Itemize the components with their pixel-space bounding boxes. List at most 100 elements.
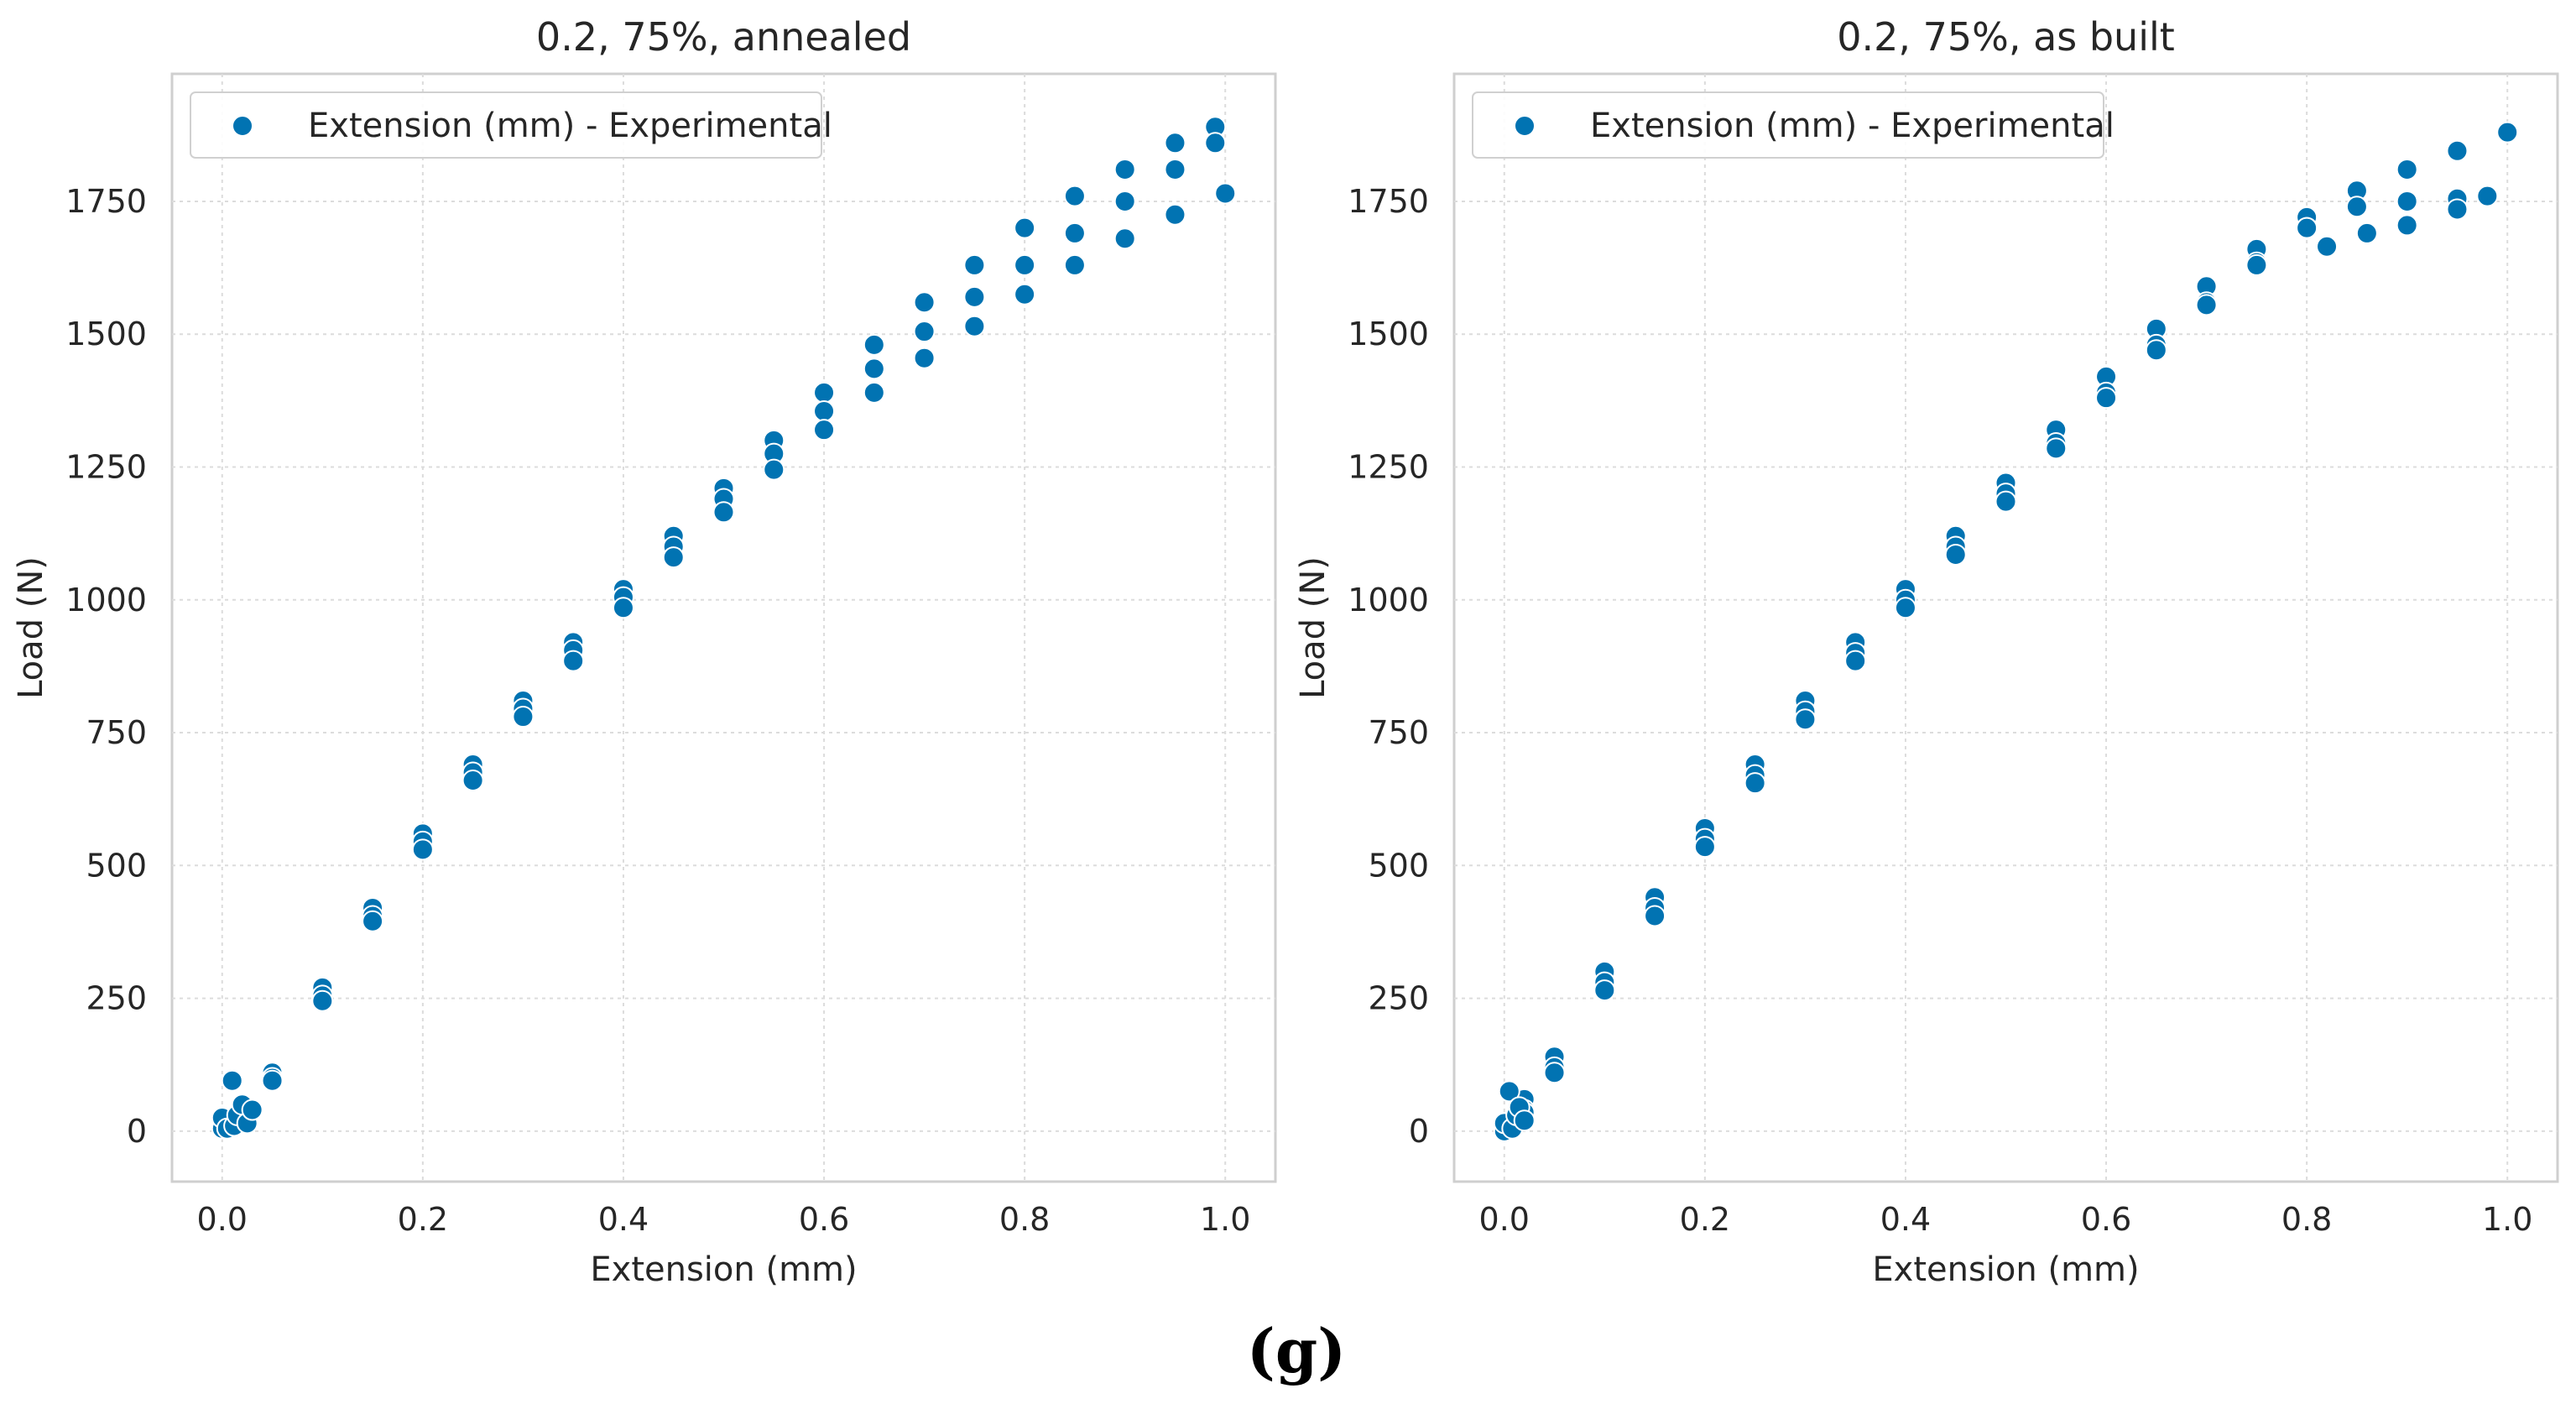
data-point xyxy=(562,650,585,672)
data-point xyxy=(2145,339,2167,362)
y-tick-label: 500 xyxy=(86,847,147,884)
data-point xyxy=(1113,227,1136,250)
data-point xyxy=(411,838,434,861)
y-tick-label: 1000 xyxy=(65,582,147,618)
data-point xyxy=(241,1099,263,1121)
data-point xyxy=(863,381,885,404)
data-point xyxy=(1014,253,1036,276)
data-point xyxy=(1513,1109,1536,1132)
y-tick-label: 1250 xyxy=(65,448,147,485)
data-point xyxy=(2396,158,2418,180)
x-tick-label: 0.0 xyxy=(197,1201,248,1238)
figure-panel-label: (g) xyxy=(1247,1315,1346,1386)
data-point xyxy=(1164,132,1186,154)
data-point xyxy=(2496,121,2519,144)
y-tick-label: 1250 xyxy=(1348,448,1429,485)
data-point xyxy=(963,253,986,276)
data-point xyxy=(2396,190,2418,212)
data-point xyxy=(813,400,836,423)
data-point xyxy=(461,770,484,792)
y-axis-label: Load (N) xyxy=(12,556,50,699)
data-point xyxy=(1164,158,1186,180)
data-point xyxy=(1014,283,1036,305)
x-tick-label: 0.8 xyxy=(999,1201,1050,1238)
data-point xyxy=(1164,203,1186,226)
chart-annealed: 0.0 0.2 0.4 0.6 0.8 1.0 0 250 500 750 1000 1250 1500… xyxy=(12,14,1277,1289)
x-tick-label: 1.0 xyxy=(2482,1201,2532,1238)
data-point xyxy=(1894,597,1916,619)
x-tick-label: 1.0 xyxy=(1200,1201,1250,1238)
data-point xyxy=(662,546,685,569)
data-point xyxy=(1113,158,1136,180)
data-point xyxy=(1214,182,1237,205)
data-point xyxy=(712,501,735,524)
data-point xyxy=(1995,490,2017,513)
data-point xyxy=(1204,132,1227,154)
data-point xyxy=(2245,253,2268,276)
data-point xyxy=(1113,190,1136,212)
data-point xyxy=(221,1069,243,1092)
y-tick-label: 500 xyxy=(1368,847,1429,884)
data-point xyxy=(1063,222,1086,244)
y-tick-label: 1500 xyxy=(65,316,147,352)
data-point xyxy=(913,321,936,343)
data-point xyxy=(362,910,384,932)
data-points xyxy=(1493,121,2519,1142)
y-axis-label: Load (N) xyxy=(1294,556,1332,699)
data-point xyxy=(963,285,986,308)
data-point xyxy=(863,358,885,380)
data-point xyxy=(2095,387,2118,410)
legend-marker xyxy=(1514,115,1536,137)
data-point xyxy=(813,419,836,441)
data-point xyxy=(913,347,936,369)
data-point xyxy=(863,333,885,356)
y-tick-label: 0 xyxy=(127,1113,147,1150)
data-point xyxy=(2476,185,2499,207)
chart-title: 0.2, 75%, annealed xyxy=(536,14,911,60)
data-point xyxy=(2296,217,2318,239)
chart-title: 0.2, 75%, as built xyxy=(1837,14,2175,60)
x-tick-label: 0.2 xyxy=(398,1201,448,1238)
plot-area xyxy=(170,72,1277,1183)
data-point xyxy=(1944,543,1967,566)
x-tick-label: 0.2 xyxy=(1680,1201,1730,1238)
y-tick-label: 0 xyxy=(1409,1113,1429,1150)
data-point xyxy=(1063,253,1086,276)
plot-area xyxy=(1452,72,2559,1183)
data-point xyxy=(2045,437,2068,460)
data-point xyxy=(1693,836,1716,859)
data-point xyxy=(311,989,334,1012)
data-point xyxy=(2396,214,2418,237)
y-tick-label: 250 xyxy=(1368,980,1429,1017)
data-point xyxy=(2355,222,2378,244)
data-point xyxy=(1744,772,1766,795)
y-tick-label: 1000 xyxy=(1348,582,1429,618)
x-tick-label: 0.4 xyxy=(1880,1201,1931,1238)
y-tick-label: 1750 xyxy=(1348,183,1429,220)
data-point xyxy=(1593,979,1616,1002)
legend-label: Extension (mm) - Experimental xyxy=(308,107,832,145)
data-point xyxy=(913,291,936,314)
x-axis-label: Extension (mm) xyxy=(590,1250,857,1289)
y-tick-label: 750 xyxy=(86,714,147,751)
data-point xyxy=(963,315,986,337)
y-tick-label: 1750 xyxy=(65,183,147,220)
x-axis-label: Extension (mm) xyxy=(1872,1250,2139,1289)
data-point xyxy=(1794,708,1817,731)
legend xyxy=(190,91,822,159)
y-tick-label: 1500 xyxy=(1348,316,1429,352)
data-point xyxy=(2316,235,2339,258)
x-tick-label: 0.6 xyxy=(799,1201,849,1238)
x-tick-label: 0.8 xyxy=(2281,1201,2332,1238)
data-point xyxy=(2345,196,2368,218)
data-point xyxy=(1844,650,1867,672)
data-point xyxy=(2446,139,2469,162)
x-tick-label: 0.0 xyxy=(1479,1201,1530,1238)
data-point xyxy=(261,1069,284,1092)
data-point xyxy=(2446,198,2469,221)
data-point xyxy=(1543,1062,1566,1084)
data-point xyxy=(1063,185,1086,207)
data-point xyxy=(612,597,634,619)
data-points xyxy=(211,116,1237,1140)
